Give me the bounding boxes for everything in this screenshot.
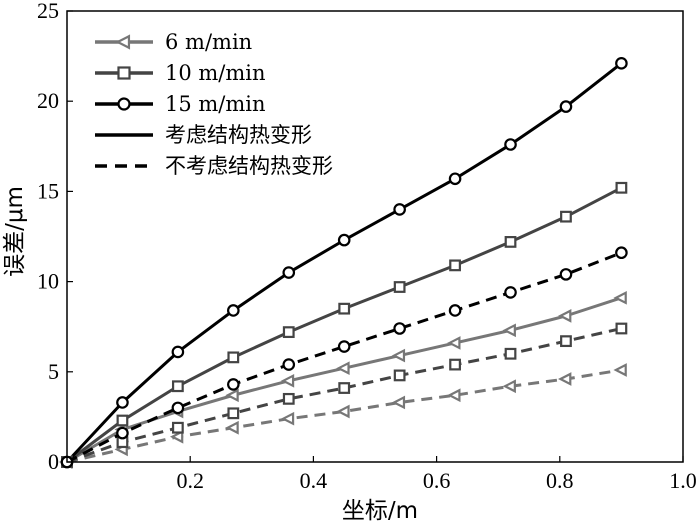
x-tick-label: 1.0 (669, 468, 697, 493)
triangle-left-marker (613, 363, 627, 377)
triangle-left-marker (225, 388, 239, 403)
square-marker (449, 358, 461, 371)
circle-marker (227, 378, 240, 391)
legend-entry: 考虑结构热变形 (95, 123, 312, 147)
y-tick-label: 15 (37, 178, 59, 203)
circle-marker (282, 358, 296, 371)
circle-marker (393, 203, 406, 216)
legend-label: 不考虑结构热变形 (165, 154, 333, 178)
legend-entry: 不考虑结构热变形 (95, 154, 333, 178)
circle-marker (504, 286, 517, 299)
y-tick-label: 10 (37, 269, 59, 294)
y-tick-label: 25 (37, 0, 59, 23)
square-marker (338, 382, 351, 394)
plot-frame (66, 10, 684, 463)
circle-marker (448, 304, 462, 317)
square-marker (504, 236, 517, 248)
circle-marker (171, 345, 185, 359)
triangle-left-marker (447, 336, 461, 350)
circle-marker (282, 266, 296, 279)
x-tick-label: 0.2 (176, 468, 204, 493)
y-tick-label: 5 (48, 359, 59, 384)
series-line (66, 251, 622, 464)
x-tick-label: 0.4 (300, 468, 328, 493)
series-line (66, 296, 622, 464)
circle-marker (227, 304, 240, 317)
series-solid-square (61, 181, 628, 468)
circle-marker (337, 233, 351, 247)
triangle-left-marker (502, 379, 516, 394)
square-marker (227, 407, 240, 420)
circle-marker (116, 426, 129, 440)
legend-entry: 6 m/min (95, 30, 252, 54)
square-marker (449, 259, 461, 272)
triangle-left-marker (391, 395, 406, 410)
circle-marker (448, 172, 462, 186)
triangle-left-marker (169, 429, 184, 444)
circle-marker (504, 138, 517, 151)
triangle-left-marker (502, 323, 516, 338)
triangle-left-marker (558, 309, 572, 323)
triangle-left-marker (225, 420, 239, 435)
triangle-left-marker (613, 290, 627, 305)
y-axis-title: 误差/μm (2, 186, 28, 277)
square-marker (117, 66, 131, 80)
square-marker (282, 392, 295, 405)
circle-marker (337, 340, 351, 353)
circle-marker (116, 396, 129, 409)
triangle-left-marker (336, 361, 350, 376)
series-layer (59, 57, 628, 469)
square-marker (227, 351, 240, 364)
triangle-left-marker (558, 372, 572, 386)
circle-marker (171, 401, 185, 415)
legend-label: 考虑结构热变形 (165, 123, 312, 147)
triangle-left-marker (280, 411, 295, 426)
square-marker (171, 421, 184, 434)
circle-marker (615, 246, 628, 260)
circle-marker (393, 322, 406, 335)
legend-entry: 15 m/min (95, 92, 266, 116)
y-tick-label: 20 (37, 88, 59, 113)
legend-label: 6 m/min (165, 30, 252, 54)
circle-marker (117, 97, 131, 111)
series-dashed-circle (60, 246, 628, 469)
circle-marker (559, 268, 573, 281)
series-line (66, 368, 622, 464)
triangle-left-marker (336, 404, 350, 419)
triangle-left-marker (447, 388, 461, 403)
square-marker (560, 335, 572, 348)
square-marker (615, 181, 628, 194)
circle-marker (559, 100, 573, 113)
x-tick-label: 0.8 (546, 468, 574, 493)
square-marker (116, 414, 129, 427)
square-marker (282, 326, 295, 339)
square-marker (338, 302, 351, 315)
square-marker (504, 347, 517, 360)
ticks-layer: 0.2 0.4 0.6 0.8 1.0 0 5 10 15 20 25 (37, 0, 697, 493)
square-marker (560, 210, 572, 223)
square-marker (393, 281, 406, 293)
x-axis-title: 坐标/m (342, 498, 418, 524)
triangle-left-marker (280, 373, 295, 388)
legend-label: 10 m/min (165, 61, 266, 85)
square-marker (171, 380, 184, 393)
circle-marker (615, 57, 628, 70)
square-marker (393, 369, 406, 382)
legend-entry: 10 m/min (95, 61, 266, 85)
triangle-left-marker (391, 348, 406, 363)
legend-label: 15 m/min (165, 92, 266, 116)
series-line (66, 327, 622, 464)
series-solid-circle (60, 57, 628, 469)
triangle-left-marker (115, 34, 131, 50)
x-tick-label: 0.6 (423, 468, 451, 493)
y-tick-label: 0 (48, 449, 59, 474)
square-marker (615, 322, 628, 335)
